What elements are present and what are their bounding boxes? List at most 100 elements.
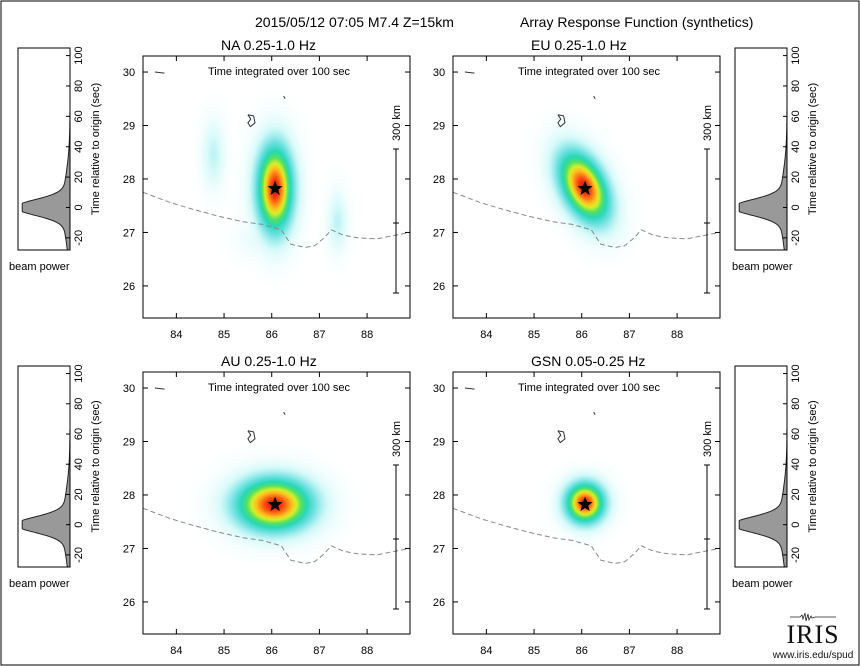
beam-ylabel: Time relative to origin (sec) (807, 400, 819, 532)
beam-tick-label: 40 (73, 141, 85, 153)
panel-4: 84 85 86 87 88 26 27 28 29 30 GSN 0.05-0.25 Hz Time… (433, 353, 819, 657)
beam-tick-label: 20 (73, 488, 85, 500)
x-tick-label: 84 (170, 645, 182, 657)
beam-tick-label: -20 (790, 230, 802, 246)
beam-xlabel: beam power (9, 261, 70, 273)
beam-tick-label: -20 (73, 230, 85, 246)
beam-frame (734, 47, 788, 251)
beam-power-curve (738, 366, 788, 568)
integration-note: Time integrated over 100 sec (518, 382, 661, 394)
country-border (142, 507, 411, 564)
scale-label: 300 km (391, 105, 403, 141)
y-tick-label: 28 (433, 174, 445, 186)
panel-2: 84 85 86 87 88 26 27 28 29 30 EU 0.25-1.0 Hz Time i… (433, 37, 819, 341)
panel-1: 84 85 86 87 88 26 27 28 29 30 NA 0.25-1.0 Hz Time i… (9, 37, 411, 341)
beam-tick-label: 80 (790, 398, 802, 410)
y-tick-label: 27 (433, 227, 445, 239)
y-tick-label: 30 (123, 67, 135, 79)
beam-tick-label: 20 (73, 171, 85, 183)
beam-tick-label: 80 (73, 398, 85, 410)
x-tick-label: 85 (218, 645, 230, 657)
beam-tick-label: 0 (73, 522, 85, 528)
epicenter-star (577, 496, 593, 512)
x-tick-label: 85 (528, 645, 540, 657)
x-tick-label: 84 (480, 329, 492, 341)
beam-xlabel: beam power (9, 578, 70, 590)
panel-3: 84 85 86 87 88 26 27 28 29 30 AU 0.25-1.0 Hz Time i… (9, 353, 411, 657)
y-tick-label: 30 (433, 383, 445, 395)
beam-tick-label: 100 (73, 46, 85, 64)
event-header: 2015/05/12 07:05 M7.4 Z=15km (255, 14, 454, 30)
panel-title: GSN 0.05-0.25 Hz (531, 353, 645, 369)
map-feature (283, 411, 286, 416)
epicenter-star (267, 180, 283, 196)
epicenter-star (577, 180, 593, 196)
beam-tick-label: 0 (790, 522, 802, 528)
beam-power-curve (738, 48, 788, 251)
x-tick-label: 86 (266, 645, 278, 657)
y-tick-label: 26 (123, 281, 135, 293)
beam-tick-label: 0 (73, 204, 85, 210)
iris-wordmark: IRIS (786, 620, 840, 649)
scale-label: 300 km (702, 421, 714, 457)
y-tick-label: 28 (123, 174, 135, 186)
integration-note: Time integrated over 100 sec (208, 382, 351, 394)
map-feature (464, 387, 475, 390)
beam-tick-label: 20 (790, 488, 802, 500)
x-tick-label: 84 (480, 645, 492, 657)
x-tick-label: 87 (623, 329, 635, 341)
beam-frame (17, 365, 71, 568)
beam-tick-label: 100 (790, 364, 802, 382)
beam-frame (734, 365, 788, 568)
x-tick-label: 85 (528, 329, 540, 341)
country-border (452, 507, 721, 564)
map-frame (452, 371, 721, 635)
country-border (452, 191, 721, 248)
beam-frame (17, 47, 71, 251)
country-border (142, 191, 411, 248)
map-feature (283, 95, 286, 100)
integration-note: Time integrated over 100 sec (518, 66, 661, 78)
x-tick-label: 87 (623, 645, 635, 657)
scale-label: 300 km (702, 105, 714, 141)
seismogram-icon (790, 612, 836, 622)
panel-title: AU 0.25-1.0 Hz (221, 353, 317, 369)
x-tick-label: 88 (361, 329, 373, 341)
beam-power-inset: -20 0 20 40 60 80 100 Time relative to origin (… (732, 364, 819, 590)
beam-tick-label: 40 (790, 141, 802, 153)
y-tick-label: 30 (123, 383, 135, 395)
map-feature (593, 95, 596, 100)
x-tick-label: 88 (361, 645, 373, 657)
map-feature (154, 387, 165, 390)
beam-xlabel: beam power (732, 261, 793, 273)
y-tick-label: 29 (123, 437, 135, 449)
x-tick-label: 84 (170, 329, 182, 341)
y-tick-label: 28 (433, 490, 445, 502)
map-feature (464, 71, 475, 74)
beam-tick-label: 100 (790, 46, 802, 64)
beam-power-inset: -20 0 20 40 60 80 100 Time relative to origin (… (9, 364, 102, 590)
beam-ylabel: Time relative to origin (sec) (90, 400, 102, 532)
iris-logo: IRIS www.iris.edu/spud (768, 610, 858, 662)
beam-power-inset: -20 0 20 40 60 80 100 Time relative to origin (… (9, 46, 102, 273)
x-tick-label: 86 (266, 329, 278, 341)
map-frame (142, 55, 411, 319)
y-tick-label: 30 (433, 67, 445, 79)
lake-outline (557, 114, 566, 128)
beam-ylabel: Time relative to origin (sec) (90, 83, 102, 215)
x-tick-label: 87 (313, 645, 325, 657)
beam-tick-label: 80 (73, 80, 85, 92)
y-tick-label: 26 (123, 597, 135, 609)
epicenter-star (267, 496, 283, 512)
y-tick-label: 26 (433, 597, 445, 609)
y-tick-label: 29 (433, 121, 445, 133)
y-tick-label: 26 (433, 281, 445, 293)
map-feature (154, 71, 165, 74)
y-tick-label: 27 (123, 227, 135, 239)
beam-tick-label: 100 (73, 364, 85, 382)
beam-power-inset: -20 0 20 40 60 80 100 Time relative to origin (… (732, 46, 819, 273)
y-tick-label: 29 (433, 437, 445, 449)
beam-power-curve (21, 48, 71, 251)
x-tick-label: 88 (671, 329, 683, 341)
